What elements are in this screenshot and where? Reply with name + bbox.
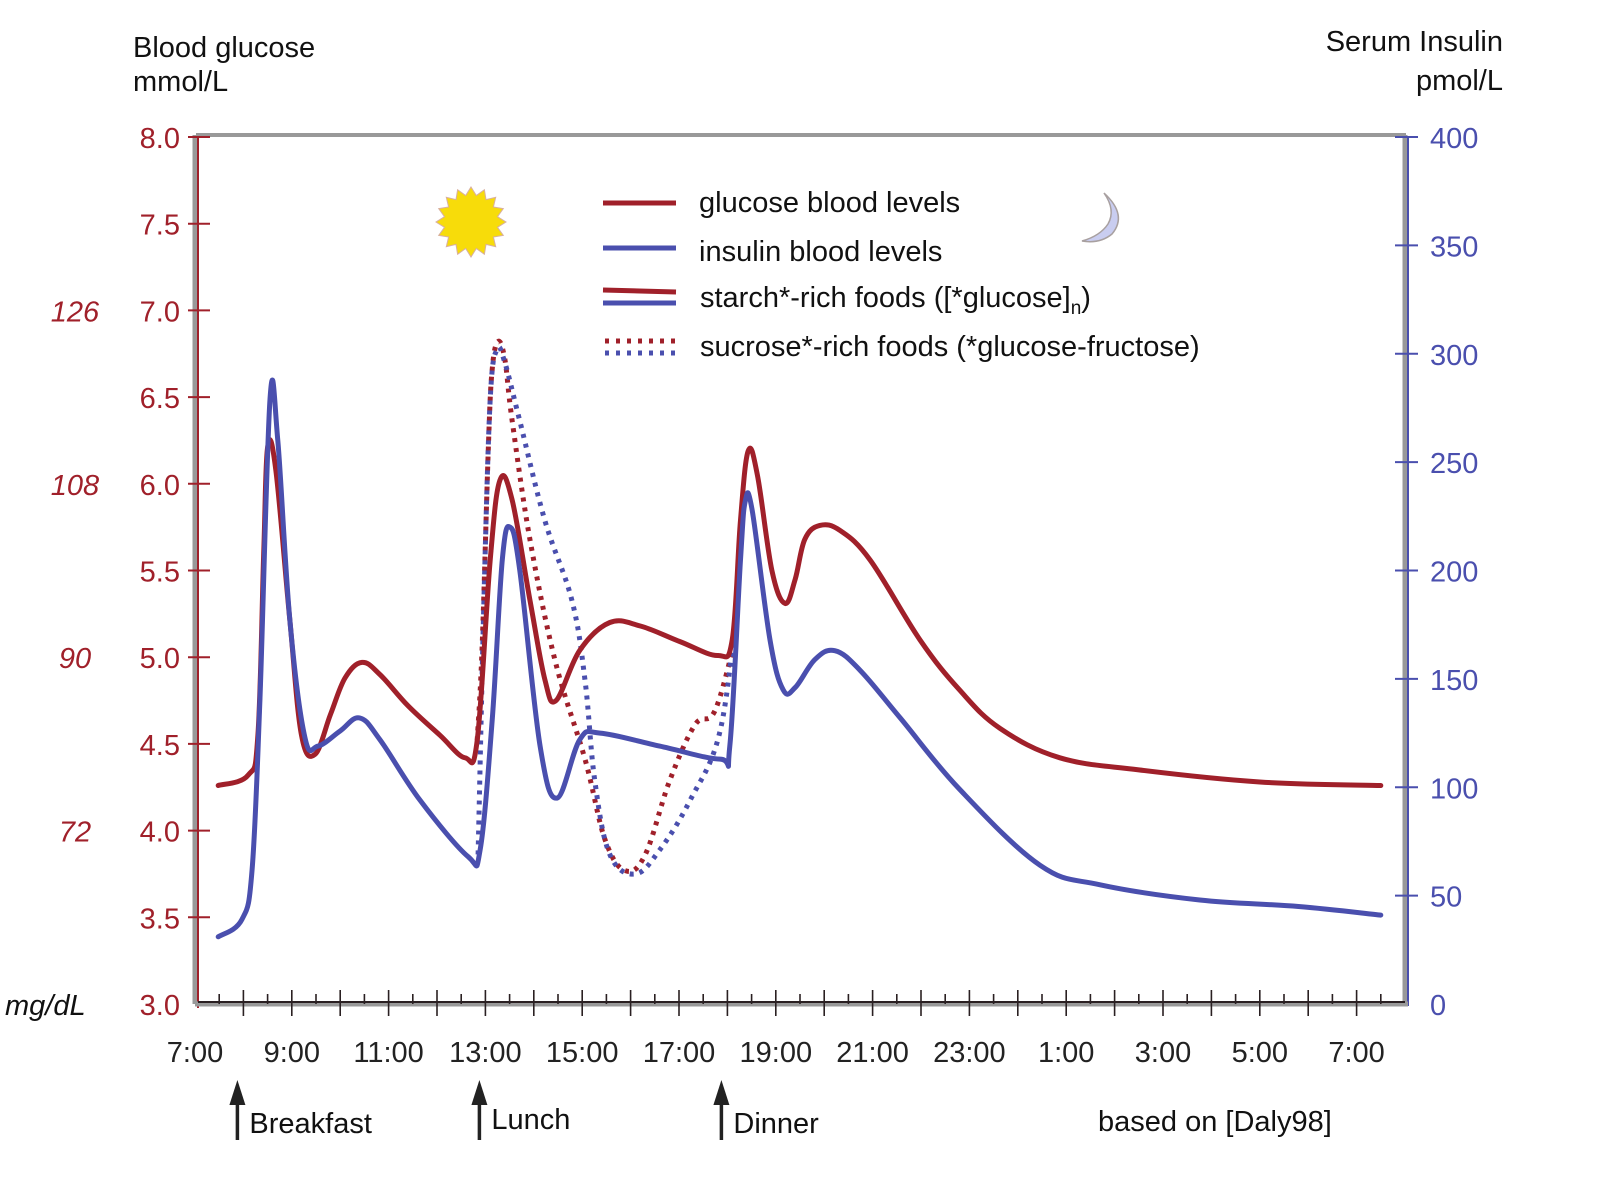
- series-line-glucose-sucrose-rich: [474, 338, 738, 875]
- source-note: based on [Daly98]: [1098, 1106, 1332, 1138]
- meal-label: Lunch: [491, 1104, 570, 1136]
- left-axis-title-line1: Blood glucose: [133, 32, 315, 64]
- x-tick-label: 21:00: [836, 1037, 909, 1069]
- right-tick-label: 0: [1430, 990, 1446, 1022]
- x-tick-label: 11:00: [353, 1037, 423, 1069]
- x-tick-label: 13:00: [449, 1037, 522, 1069]
- mgdl-unit-label: mg/dL: [5, 990, 86, 1022]
- x-tick-label: 23:00: [933, 1037, 1006, 1069]
- left-tick-label: 5.0: [140, 643, 180, 675]
- series-line-insulin-sucrose-rich: [475, 344, 740, 877]
- x-tick-label: 7:00: [1328, 1037, 1384, 1069]
- mgdl-tick-label: 108: [51, 470, 99, 502]
- series-line-glucose-starch-rich: [215, 437, 1384, 788]
- x-tick-label: 1:00: [1038, 1037, 1094, 1069]
- right-tick-label: 200: [1430, 557, 1478, 589]
- right-tick-label: 350: [1430, 231, 1478, 263]
- sun-icon: [435, 186, 507, 258]
- legend-label-glucose: glucose blood levels: [699, 187, 960, 219]
- meal-arrow-head-icon: [229, 1080, 246, 1105]
- moon-icon: [1081, 192, 1120, 243]
- meal-label: Breakfast: [249, 1108, 372, 1140]
- series-line-insulin-starch-rich: [215, 377, 1384, 940]
- legend-label-starch: starch*-rich foods ([*glucose]n): [700, 282, 1091, 319]
- meal-markers: Breakfast Lunch Dinner: [229, 1080, 819, 1140]
- x-tick-label: 7:00: [167, 1037, 223, 1069]
- x-tick-label: 3:00: [1135, 1037, 1191, 1069]
- mgdl-axis-ticks: 72 90 108 126: [51, 296, 100, 848]
- left-axis-title-line2: mmol/L: [133, 66, 228, 98]
- right-axis-ticks: 0 50 100 150 200 250 300 350 400: [1395, 123, 1478, 1022]
- meal-label: Dinner: [733, 1108, 819, 1140]
- mgdl-tick-label: 72: [59, 817, 91, 849]
- left-tick-label: 5.5: [140, 557, 180, 589]
- left-tick-label: 3.5: [140, 903, 180, 935]
- right-tick-label: 100: [1430, 773, 1478, 805]
- legend-swatch-starch-red: [602, 287, 677, 295]
- left-tick-label: 8.0: [140, 123, 180, 155]
- series-group: [215, 338, 1384, 940]
- legend-label-insulin: insulin blood levels: [699, 236, 942, 268]
- right-axis-title-line2: pmol/L: [1416, 65, 1503, 97]
- legend-label-sucrose: sucrose*-rich foods (*glucose-fructose): [700, 331, 1200, 363]
- left-tick-label: 4.0: [140, 817, 180, 849]
- right-tick-label: 150: [1430, 665, 1478, 697]
- right-tick-label: 250: [1430, 448, 1478, 480]
- legend: glucose blood levels insulin blood level…: [602, 187, 1200, 363]
- left-tick-label: 7.0: [140, 296, 180, 328]
- right-tick-label: 400: [1430, 123, 1478, 155]
- right-axis-title-line1: Serum Insulin: [1326, 26, 1503, 58]
- left-tick-label: 7.5: [140, 210, 180, 242]
- left-tick-label: 3.0: [140, 990, 180, 1022]
- legend-label-starch-suffix: ): [1081, 282, 1091, 314]
- x-tick-label: 17:00: [643, 1037, 716, 1069]
- meal-arrow-head-icon: [713, 1080, 730, 1105]
- mgdl-tick-label: 90: [59, 643, 91, 675]
- right-tick-label: 50: [1430, 882, 1462, 914]
- meal-arrow-head-icon: [471, 1080, 488, 1105]
- sun-shape: [435, 186, 507, 258]
- x-axis-ticks: 7:00 9:00 11:00 13:00 15:00 17:00 19:00 21:00 23…: [167, 990, 1385, 1069]
- mgdl-tick-label: 126: [51, 296, 100, 328]
- left-tick-label: 6.0: [140, 470, 180, 502]
- x-tick-label: 19:00: [740, 1037, 813, 1069]
- legend-label-starch-main: starch*-rich foods ([*glucose]: [700, 282, 1071, 314]
- left-tick-label: 6.5: [140, 383, 180, 415]
- x-tick-label: 9:00: [264, 1037, 320, 1069]
- x-tick-label: 15:00: [546, 1037, 619, 1069]
- right-tick-label: 300: [1430, 340, 1478, 372]
- left-tick-label: 4.5: [140, 730, 180, 762]
- legend-label-starch-subscript: n: [1071, 298, 1082, 319]
- left-axis-ticks: 3.0 3.5 4.0 4.5 5.0 5.5 6.0 6.5 7.0 7.5 8.0: [140, 123, 210, 1022]
- x-tick-label: 5:00: [1232, 1037, 1288, 1069]
